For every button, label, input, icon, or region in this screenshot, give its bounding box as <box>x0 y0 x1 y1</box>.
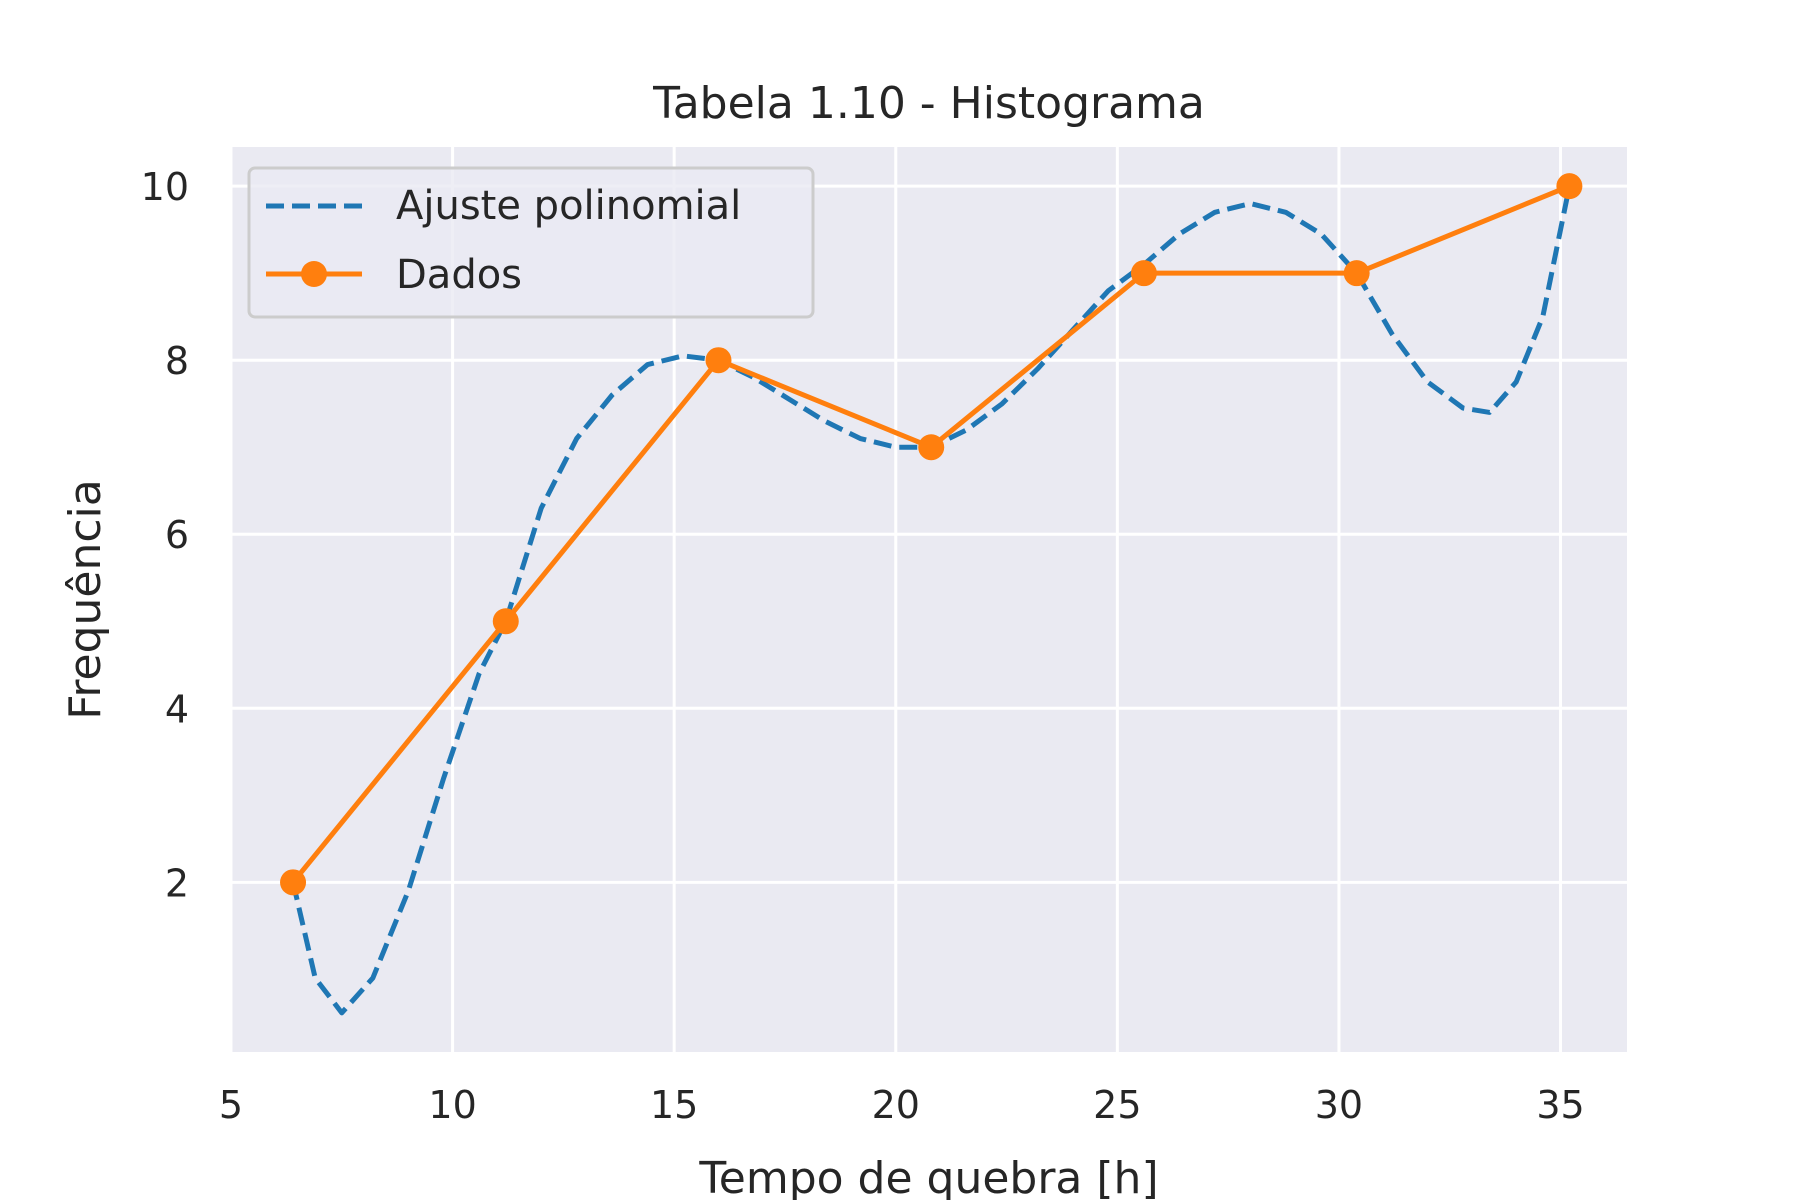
chart-title: Tabela 1.10 - Histograma <box>652 78 1205 129</box>
x-tick-label: 5 <box>219 1083 243 1127</box>
x-tick-label: 20 <box>872 1083 920 1127</box>
legend: Ajuste polinomial Dados <box>247 166 815 319</box>
legend-box <box>247 166 815 319</box>
data-point-dados <box>705 347 732 374</box>
y-axis-label: Frequência <box>60 479 111 719</box>
y-tick-label: 8 <box>165 339 189 383</box>
data-point-dados <box>492 608 519 635</box>
x-tick-label: 10 <box>428 1083 476 1127</box>
y-tick-label: 6 <box>165 513 189 557</box>
x-axis-label: Tempo de quebra [h] <box>698 1153 1158 1200</box>
data-point-dados <box>1343 260 1370 287</box>
legend-label-dados: Dados <box>396 252 522 298</box>
tick-labels: 5 10 15 20 25 30 35 2 4 6 8 10 <box>141 165 1585 1127</box>
data-point-dados <box>1556 173 1583 200</box>
x-tick-label: 30 <box>1315 1083 1363 1127</box>
series-layer <box>280 173 1583 1016</box>
legend-label-ajuste-polinomial: Ajuste polinomial <box>396 183 741 229</box>
data-point-dados <box>1130 260 1157 287</box>
x-tick-label: 35 <box>1536 1083 1584 1127</box>
x-tick-label: 25 <box>1093 1083 1141 1127</box>
y-tick-label: 2 <box>165 861 189 905</box>
y-tick-label: 4 <box>165 687 189 731</box>
x-tick-label: 15 <box>650 1083 698 1127</box>
data-point-dados <box>918 434 945 461</box>
data-point-dados <box>280 869 307 896</box>
y-tick-label: 10 <box>141 165 189 209</box>
legend-marker-dados <box>301 261 327 287</box>
